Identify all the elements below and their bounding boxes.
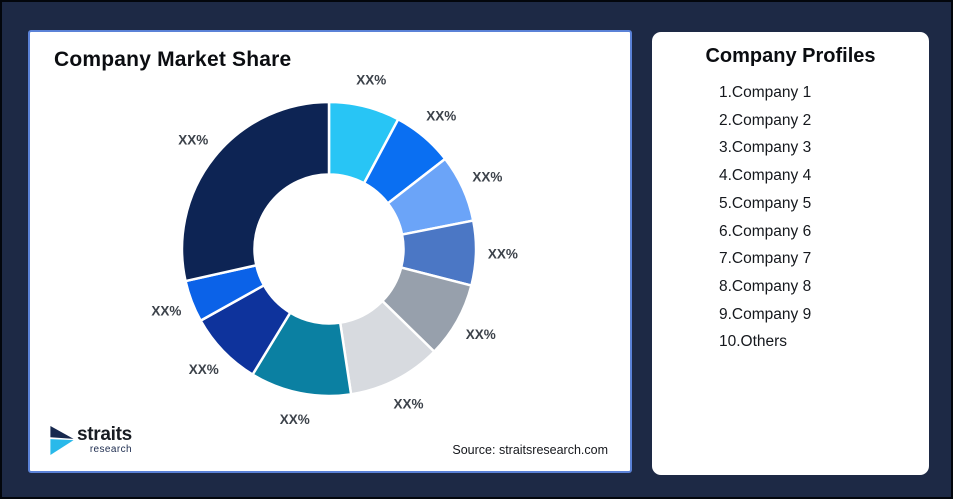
slice-label: XX%: [189, 362, 219, 377]
company-list-item: 5.Company 5: [719, 194, 812, 212]
slice-label: XX%: [426, 109, 456, 124]
logo-sub-brand: research: [89, 444, 132, 455]
company-list-item: 8.Company 8: [719, 277, 812, 295]
slice-label: XX%: [393, 396, 423, 411]
company-list-item: 9.Company 9: [719, 305, 812, 323]
straits-research-logo: straits research: [50, 425, 132, 455]
company-list-item: 3.Company 3: [719, 139, 812, 157]
donut-slice-others: [180, 100, 331, 283]
logo-brand-name: straits: [77, 424, 132, 445]
company-profiles-panel: Company Profiles 1.Company 1 2.Company 2 3…: [652, 32, 929, 475]
company-list-item: 2.Company 2: [719, 111, 812, 129]
straits-logo-icon: [50, 425, 74, 455]
company-list: 1.Company 1 2.Company 2 3.Company 3 4.Compa…: [652, 79, 929, 356]
logo-text: straits research: [77, 425, 132, 455]
slice-label: XX%: [466, 327, 496, 342]
source-note: Source: straitsresearch.com: [452, 443, 608, 457]
slice-label: XX%: [488, 246, 518, 261]
profiles-title: Company Profiles: [705, 45, 876, 67]
chart-title: Company Market Share: [54, 48, 292, 71]
market-share-panel: XX% XX% XX% XX% XX% XX% XX% XX% XX% XX% Company M…: [28, 30, 632, 473]
company-list-item: 1.Company 1: [719, 84, 812, 101]
company-list-item: 7.Company 7: [719, 250, 812, 268]
company-list-item: 4.Company 4: [719, 167, 812, 185]
slice-label: XX%: [356, 73, 386, 88]
slice-label: XX%: [280, 412, 310, 427]
slice-label: XX%: [151, 304, 181, 319]
donut-chart: XX% XX% XX% XX% XX% XX% XX% XX% XX% XX%: [151, 73, 518, 427]
company-list-item: 10.Others: [719, 333, 788, 351]
slice-label: XX%: [472, 169, 502, 184]
slice-label: XX%: [178, 133, 208, 148]
company-list-item: 6.Company 6: [719, 222, 812, 240]
